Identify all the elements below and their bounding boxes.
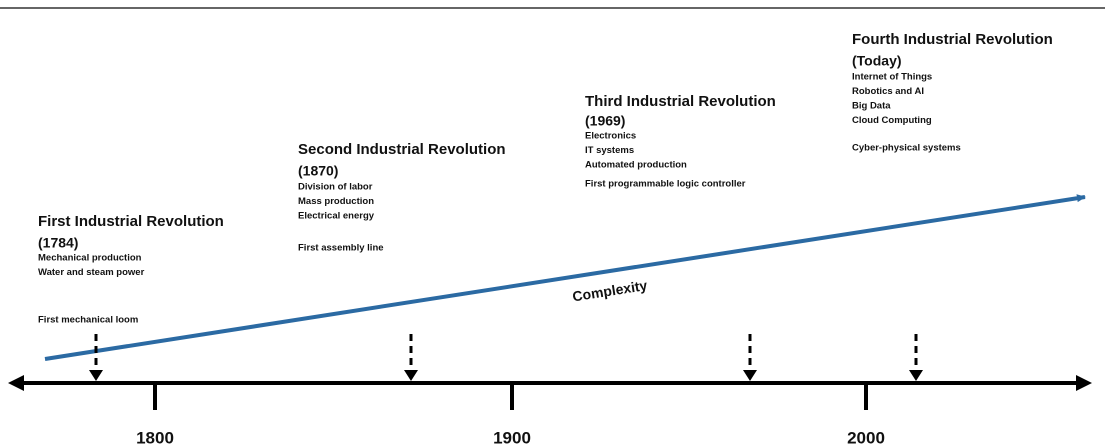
revolution-note: First programmable logic controller — [585, 179, 746, 190]
revolution-title: Third Industrial Revolution — [585, 93, 776, 110]
revolution-item: Division of labor — [298, 182, 373, 193]
revolution-item: Big Data — [852, 101, 891, 112]
revolution-note: First mechanical loom — [38, 315, 138, 326]
event-arrow-head — [89, 370, 103, 381]
axis-label: 1900 — [493, 428, 531, 447]
event-arrow-head — [404, 370, 418, 381]
revolution-title: Second Industrial Revolution — [298, 141, 506, 158]
trend-label: Complexity — [571, 277, 648, 305]
revolution-year: (1870) — [298, 163, 338, 179]
timeline-arrow-left — [8, 375, 24, 391]
event-arrow-head — [909, 370, 923, 381]
revolution-item: Electrical energy — [298, 211, 375, 222]
revolution-note: Cyber-physical systems — [852, 143, 961, 154]
revolution-year: (1969) — [585, 113, 625, 129]
revolution-item: Robotics and AI — [852, 86, 924, 97]
axis-label: 2000 — [847, 428, 885, 447]
revolution-year: (Today) — [852, 53, 902, 69]
timeline-arrow-right — [1076, 375, 1092, 391]
revolution-title: Fourth Industrial Revolution — [852, 31, 1053, 48]
revolution-title: First Industrial Revolution — [38, 213, 224, 230]
revolution-item: Water and steam power — [38, 267, 145, 278]
revolution-item: Internet of Things — [852, 72, 932, 83]
revolution-item: Mechanical production — [38, 253, 142, 264]
content: 1800 1900 2000 First Industrial Revolution (… — [38, 31, 1053, 447]
trend-line — [44, 194, 1086, 361]
event-arrow-head — [743, 370, 757, 381]
revolution-item: Electronics — [585, 131, 636, 142]
revolution-item: Automated production — [585, 160, 687, 171]
revolution-item: IT systems — [585, 145, 634, 156]
revolution-note: First assembly line — [298, 243, 384, 254]
axis-label: 1800 — [136, 428, 174, 447]
revolution-item: Cloud Computing — [852, 115, 932, 126]
revolution-year: (1784) — [38, 235, 78, 251]
revolution-item: Mass production — [298, 196, 374, 207]
